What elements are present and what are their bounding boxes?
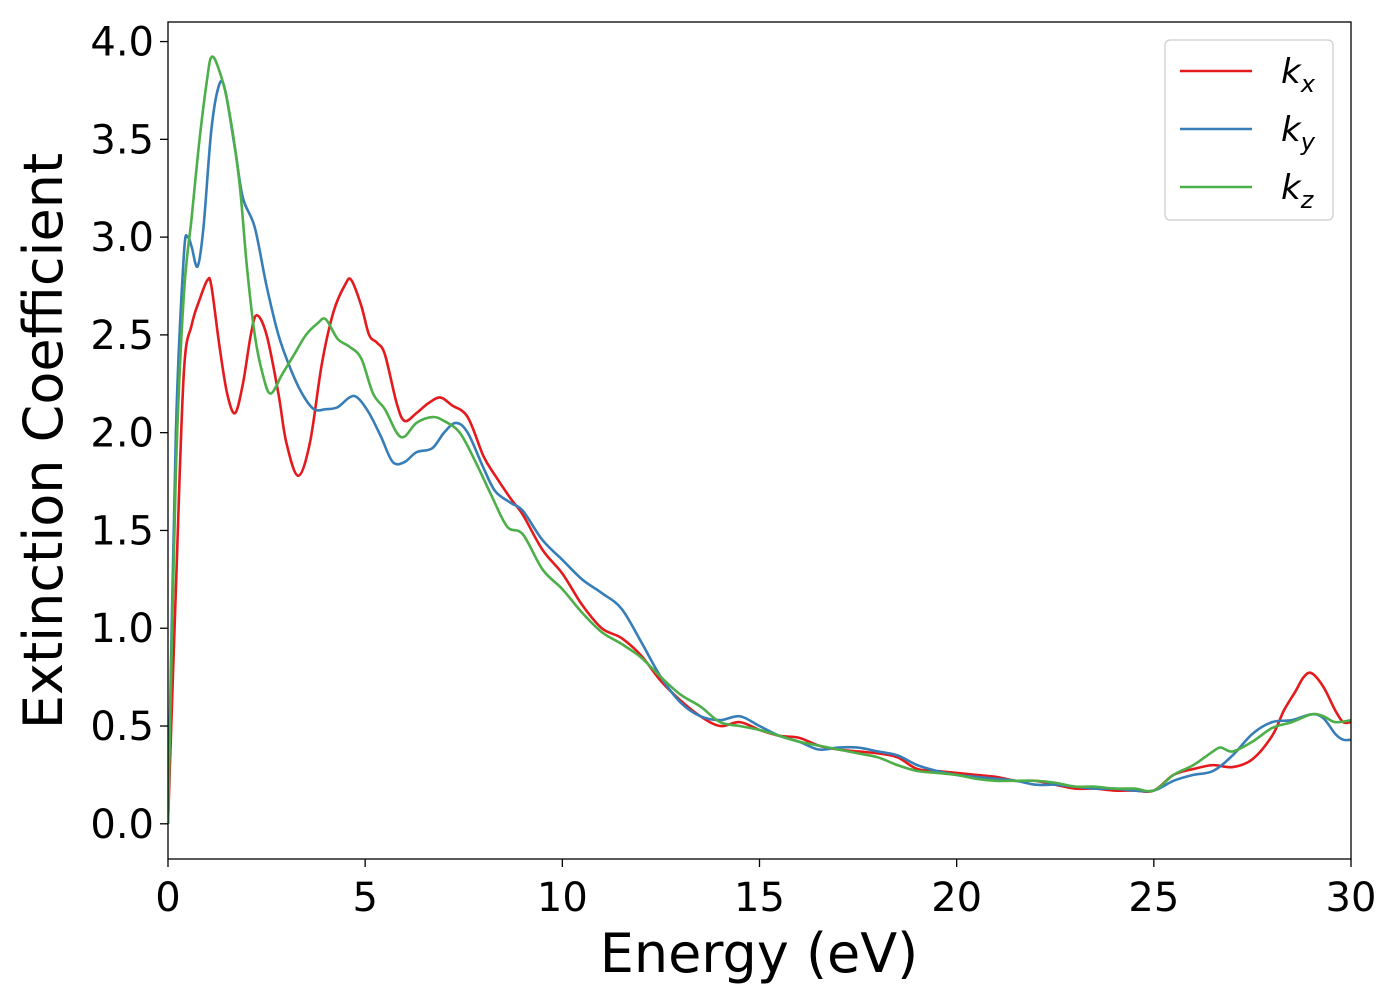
series-line-ky [168,79,1351,824]
x-axis: 0 5 10 15 20 25 30 [155,859,1376,921]
series-layer [168,55,1351,824]
x-axis-label: Energy (eV) [600,922,919,985]
x-tick-label: 0 [155,875,180,921]
x-tick-label: 30 [1326,875,1377,921]
x-tick-label: 15 [734,875,785,921]
y-axis: 0.0 0.5 1.0 1.5 2.0 2.5 3.0 3.5 4.0 [90,20,168,848]
x-tick-label: 25 [1128,875,1179,921]
series-line-kx [168,276,1351,824]
x-tick-label: 5 [352,875,377,921]
x-tick-label: 20 [931,875,982,921]
legend-label-kx: kx [1281,52,1316,98]
y-tick-label: 3.5 [90,117,154,163]
y-tick-label: 2.0 [90,411,154,457]
legend-label-ky: ky [1281,110,1316,156]
series-line-kz [168,55,1351,824]
y-axis-label: Extinction Coefficient [12,153,75,729]
y-tick-label: 0.5 [90,704,154,750]
y-tick-label: 1.5 [90,508,154,554]
y-tick-label: 0.0 [90,802,154,848]
y-tick-label: 2.5 [90,313,154,359]
legend-label-kz: kz [1281,168,1315,214]
y-tick-label: 3.0 [90,215,154,261]
x-tick-label: 10 [537,875,588,921]
y-tick-label: 4.0 [90,20,154,66]
y-tick-label: 1.0 [90,606,154,652]
legend: kx ky kz [1164,39,1334,221]
